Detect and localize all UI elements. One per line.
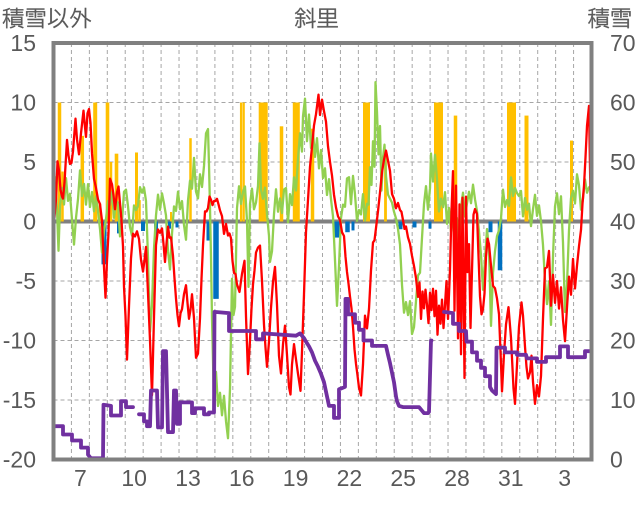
svg-text:70: 70 xyxy=(610,30,636,56)
svg-text:-15: -15 xyxy=(3,387,36,413)
svg-text:-10: -10 xyxy=(3,328,36,354)
svg-text:40: 40 xyxy=(610,209,636,235)
svg-text:31: 31 xyxy=(498,465,524,491)
svg-text:28: 28 xyxy=(444,465,470,491)
svg-text:10: 10 xyxy=(10,90,36,116)
svg-text:15: 15 xyxy=(10,30,36,56)
svg-text:30: 30 xyxy=(610,268,636,294)
svg-text:22: 22 xyxy=(337,465,363,491)
svg-text:25: 25 xyxy=(390,465,416,491)
svg-text:-5: -5 xyxy=(16,268,36,294)
svg-text:50: 50 xyxy=(610,149,636,175)
svg-text:16: 16 xyxy=(229,465,255,491)
svg-text:3: 3 xyxy=(558,465,571,491)
svg-text:19: 19 xyxy=(283,465,309,491)
svg-text:7: 7 xyxy=(74,465,87,491)
svg-text:10: 10 xyxy=(610,387,636,413)
svg-text:5: 5 xyxy=(23,149,36,175)
svg-text:10: 10 xyxy=(121,465,147,491)
svg-text:20: 20 xyxy=(610,328,636,354)
svg-text:-20: -20 xyxy=(3,447,36,473)
svg-text:0: 0 xyxy=(610,447,623,473)
svg-text:13: 13 xyxy=(175,465,201,491)
svg-text:60: 60 xyxy=(610,90,636,116)
svg-text:0: 0 xyxy=(23,209,36,235)
